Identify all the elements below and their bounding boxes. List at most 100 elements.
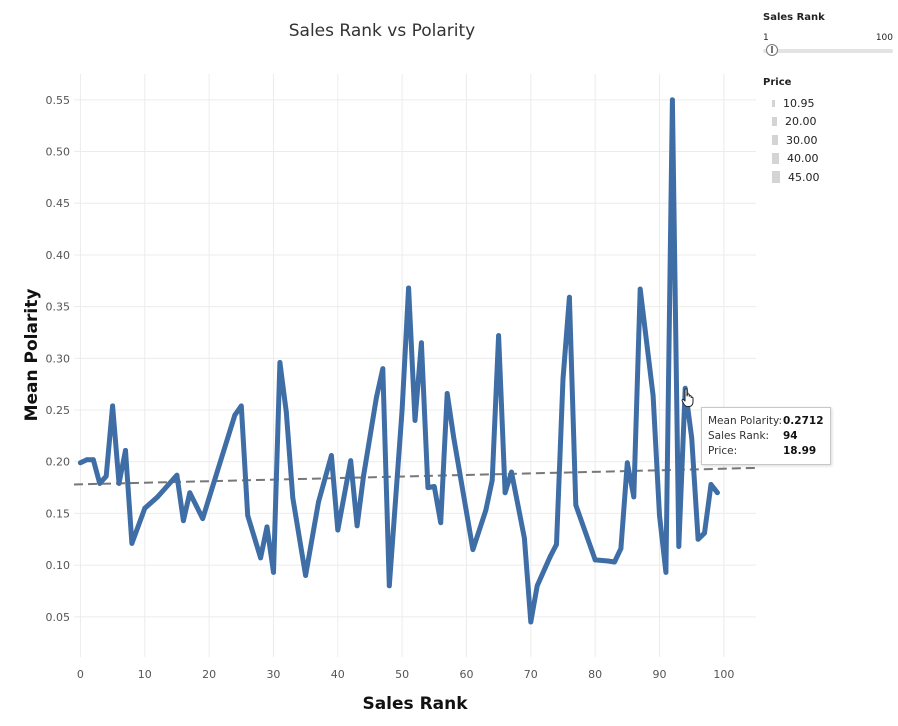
- data-point[interactable]: [180, 518, 186, 524]
- data-point[interactable]: [502, 490, 508, 496]
- data-point[interactable]: [612, 559, 617, 565]
- data-point[interactable]: [451, 434, 457, 440]
- price-legend-item[interactable]: 45.00: [763, 168, 883, 187]
- data-point[interactable]: [258, 555, 263, 561]
- data-point[interactable]: [386, 583, 392, 589]
- data-point[interactable]: [489, 477, 495, 483]
- data-point[interactable]: [567, 294, 572, 300]
- tooltip-row: Price: 18.99: [708, 443, 824, 458]
- data-point[interactable]: [103, 473, 109, 479]
- data-point[interactable]: [380, 366, 386, 372]
- y-tick-label: 0.55: [46, 94, 71, 107]
- price-legend-item[interactable]: 20.00: [763, 113, 883, 132]
- data-point[interactable]: [702, 530, 707, 536]
- y-tick-label: 0.20: [46, 456, 71, 469]
- data-point[interactable]: [316, 499, 321, 505]
- data-point[interactable]: [560, 376, 566, 382]
- data-point[interactable]: [110, 403, 116, 409]
- data-point[interactable]: [631, 494, 637, 500]
- data-point[interactable]: [509, 469, 514, 475]
- data-point[interactable]: [174, 472, 180, 478]
- data-point[interactable]: [547, 554, 553, 560]
- data-point[interactable]: [521, 535, 527, 541]
- data-point[interactable]: [412, 417, 418, 423]
- data-point[interactable]: [238, 403, 244, 409]
- data-point[interactable]: [708, 482, 714, 487]
- data-point[interactable]: [348, 458, 354, 464]
- data-point[interactable]: [663, 569, 669, 575]
- tooltip-key: Sales Rank:: [708, 429, 770, 442]
- tooltip-value: 18.99: [783, 444, 817, 457]
- series-line[interactable]: [77, 97, 720, 625]
- y-tick-label: 0.45: [46, 197, 71, 210]
- data-point[interactable]: [714, 490, 720, 496]
- data-point[interactable]: [232, 412, 238, 418]
- data-point[interactable]: [669, 97, 675, 103]
- data-point[interactable]: [187, 490, 193, 496]
- data-point[interactable]: [431, 484, 437, 489]
- data-point[interactable]: [483, 507, 489, 513]
- data-point[interactable]: [470, 547, 476, 553]
- data-point[interactable]: [264, 524, 270, 530]
- data-point[interactable]: [528, 619, 534, 625]
- data-point[interactable]: [116, 481, 122, 486]
- data-point[interactable]: [444, 391, 450, 396]
- data-point[interactable]: [90, 457, 96, 463]
- data-point[interactable]: [438, 520, 444, 526]
- data-point[interactable]: [399, 407, 405, 413]
- data-point[interactable]: [419, 340, 424, 346]
- data-point[interactable]: [84, 457, 90, 463]
- price-label: 20.00: [785, 115, 817, 129]
- data-point[interactable]: [290, 495, 296, 501]
- data-point[interactable]: [283, 409, 289, 415]
- data-point[interactable]: [97, 481, 103, 486]
- tooltip-row: Sales Rank: 94: [708, 428, 824, 443]
- data-point[interactable]: [605, 558, 611, 564]
- data-point[interactable]: [676, 544, 682, 549]
- price-legend: Price 10.95 20.00 30.00 40.00 45.00: [763, 77, 883, 187]
- tooltip-key: Price:: [708, 444, 738, 457]
- data-point[interactable]: [406, 285, 411, 291]
- price-legend-item[interactable]: 40.00: [763, 150, 883, 169]
- data-point[interactable]: [534, 583, 540, 589]
- data-point[interactable]: [657, 513, 662, 518]
- data-point[interactable]: [245, 513, 251, 518]
- sales-rank-slider[interactable]: [763, 44, 893, 56]
- data-point[interactable]: [200, 516, 206, 521]
- data-point[interactable]: [689, 435, 695, 441]
- data-point[interactable]: [650, 393, 656, 398]
- data-point[interactable]: [592, 557, 598, 563]
- price-legend-title: Price: [763, 77, 792, 88]
- data-point[interactable]: [335, 527, 341, 533]
- tooltip-value: 94: [783, 429, 798, 442]
- slider-handle[interactable]: [766, 44, 778, 56]
- data-point[interactable]: [637, 286, 643, 292]
- data-point[interactable]: [142, 505, 148, 511]
- data-point[interactable]: [129, 541, 135, 546]
- x-tick-label: 50: [395, 668, 409, 681]
- data-point[interactable]: [361, 473, 366, 479]
- data-point[interactable]: [554, 542, 559, 547]
- price-swatch: [772, 99, 775, 107]
- price-legend-item[interactable]: 30.00: [763, 131, 883, 150]
- data-point[interactable]: [373, 395, 379, 401]
- data-point[interactable]: [496, 333, 502, 338]
- data-point[interactable]: [271, 569, 276, 575]
- data-point[interactable]: [213, 474, 218, 480]
- price-legend-item[interactable]: 10.95: [763, 94, 883, 113]
- data-point[interactable]: [618, 546, 624, 551]
- tooltip-value: 0.2712: [783, 414, 824, 427]
- data-point[interactable]: [123, 447, 128, 453]
- data-point[interactable]: [354, 523, 360, 529]
- data-point[interactable]: [624, 460, 630, 466]
- data-point[interactable]: [573, 502, 579, 508]
- data-point[interactable]: [303, 573, 309, 578]
- data-point[interactable]: [277, 360, 283, 365]
- data-point[interactable]: [78, 460, 83, 466]
- data-point[interactable]: [695, 536, 701, 542]
- data-point[interactable]: [328, 453, 334, 458]
- data-point[interactable]: [425, 485, 431, 490]
- y-axis-title: Mean Polarity: [22, 289, 42, 422]
- data-point[interactable]: [155, 494, 161, 500]
- x-tick-label: 40: [331, 668, 345, 681]
